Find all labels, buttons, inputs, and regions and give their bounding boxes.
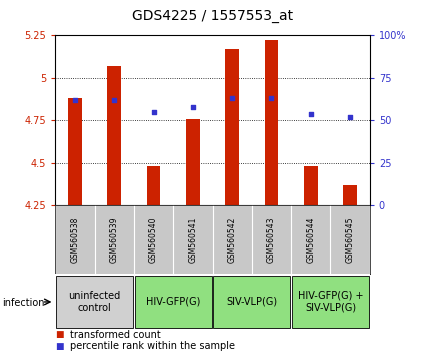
Text: infection: infection xyxy=(2,298,45,308)
Text: percentile rank within the sample: percentile rank within the sample xyxy=(70,341,235,351)
Text: GSM560538: GSM560538 xyxy=(71,217,79,263)
Point xyxy=(229,96,235,101)
Text: HIV-GFP(G): HIV-GFP(G) xyxy=(146,297,200,307)
Text: GSM560543: GSM560543 xyxy=(267,217,276,263)
Text: GSM560540: GSM560540 xyxy=(149,217,158,263)
Bar xyxy=(147,166,160,205)
Text: GSM560544: GSM560544 xyxy=(306,217,315,263)
Bar xyxy=(186,119,200,205)
Point xyxy=(268,96,275,101)
Point xyxy=(307,111,314,116)
Bar xyxy=(225,49,239,205)
Text: SIV-VLP(G): SIV-VLP(G) xyxy=(226,297,278,307)
Bar xyxy=(292,276,369,327)
Text: GSM560541: GSM560541 xyxy=(188,217,197,263)
Point xyxy=(190,104,196,110)
Bar xyxy=(343,185,357,205)
Text: GDS4225 / 1557553_at: GDS4225 / 1557553_at xyxy=(132,9,293,23)
Text: GSM560539: GSM560539 xyxy=(110,217,119,263)
Point xyxy=(347,114,354,120)
Point xyxy=(71,97,78,103)
Text: ■: ■ xyxy=(55,342,64,351)
Bar xyxy=(68,98,82,205)
Point xyxy=(150,109,157,115)
Text: HIV-GFP(G) +
SIV-VLP(G): HIV-GFP(G) + SIV-VLP(G) xyxy=(298,291,363,313)
Bar xyxy=(304,166,317,205)
Text: GSM560542: GSM560542 xyxy=(228,217,237,263)
Text: ■: ■ xyxy=(55,330,64,339)
Bar xyxy=(213,276,290,327)
Text: uninfected
control: uninfected control xyxy=(68,291,121,313)
Text: transformed count: transformed count xyxy=(70,330,161,339)
Bar xyxy=(265,40,278,205)
Bar xyxy=(56,276,133,327)
Text: GSM560545: GSM560545 xyxy=(346,217,354,263)
Bar xyxy=(108,66,121,205)
Point xyxy=(111,97,118,103)
Bar xyxy=(135,276,212,327)
